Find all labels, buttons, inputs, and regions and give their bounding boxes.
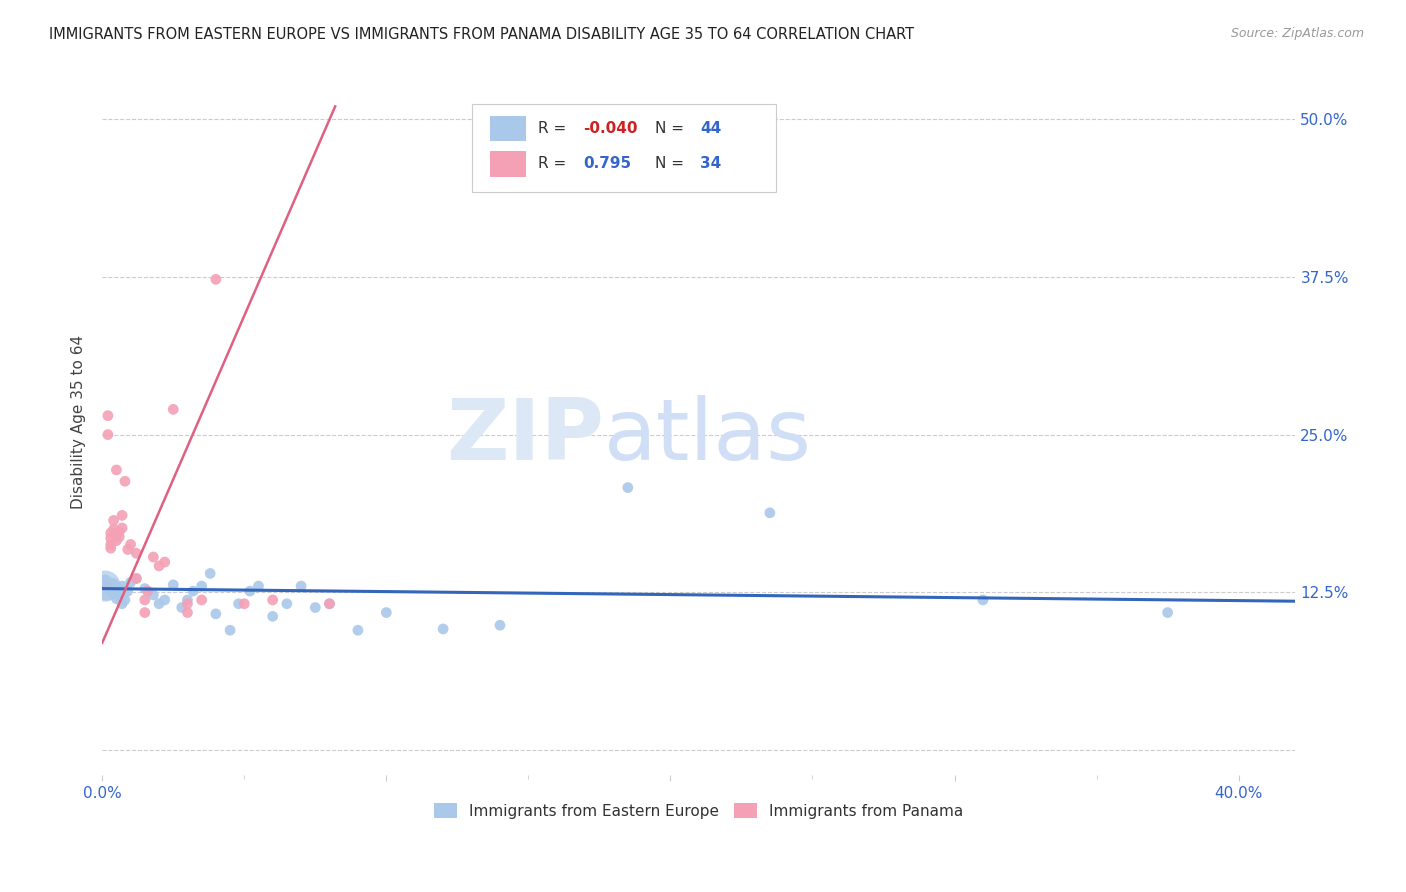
Point xyxy=(94,579,117,593)
Text: N =: N = xyxy=(655,156,689,171)
Point xyxy=(219,624,242,638)
Text: Source: ZipAtlas.com: Source: ZipAtlas.com xyxy=(1230,27,1364,40)
Point xyxy=(111,508,134,523)
Point xyxy=(134,582,156,596)
Text: 44: 44 xyxy=(700,121,721,136)
Point xyxy=(134,593,156,607)
Point xyxy=(108,582,131,596)
Text: atlas: atlas xyxy=(603,394,811,477)
Point xyxy=(117,542,139,557)
FancyBboxPatch shape xyxy=(491,116,526,141)
Text: -0.040: -0.040 xyxy=(583,121,637,136)
Text: 0.795: 0.795 xyxy=(583,156,631,171)
Point xyxy=(170,600,193,615)
Point xyxy=(198,566,221,581)
Text: 34: 34 xyxy=(700,156,721,171)
Point xyxy=(290,579,312,593)
Point xyxy=(262,609,284,624)
Text: R =: R = xyxy=(537,156,575,171)
Point xyxy=(105,584,128,599)
Point xyxy=(97,579,120,593)
Point xyxy=(111,579,134,593)
Point xyxy=(100,537,122,551)
Point xyxy=(148,597,170,611)
Text: R =: R = xyxy=(537,121,571,136)
Point xyxy=(105,463,128,477)
Point xyxy=(148,558,170,573)
Point xyxy=(228,597,250,611)
FancyBboxPatch shape xyxy=(491,152,526,177)
Text: ZIP: ZIP xyxy=(446,394,603,477)
Point xyxy=(190,593,212,607)
Point xyxy=(239,584,262,599)
Point xyxy=(318,597,340,611)
Point xyxy=(262,593,284,607)
Point xyxy=(617,481,640,495)
Point xyxy=(142,588,165,602)
Point xyxy=(97,427,120,442)
Point xyxy=(759,506,782,520)
Point xyxy=(94,573,117,587)
Point xyxy=(489,618,512,632)
Point xyxy=(304,600,326,615)
Point xyxy=(318,597,340,611)
Point xyxy=(205,272,228,286)
Point xyxy=(100,531,122,545)
Point xyxy=(103,513,125,527)
Point xyxy=(111,521,134,535)
Point xyxy=(100,541,122,556)
Point xyxy=(97,409,120,423)
Point xyxy=(205,607,228,621)
Point xyxy=(120,537,142,551)
Point xyxy=(103,579,125,593)
Point xyxy=(111,597,134,611)
Point xyxy=(375,606,398,620)
Point xyxy=(153,593,176,607)
Point xyxy=(114,593,136,607)
Point xyxy=(136,584,159,599)
Point xyxy=(176,606,198,620)
Text: N =: N = xyxy=(655,121,689,136)
Point xyxy=(105,591,128,606)
Point xyxy=(162,578,184,592)
Point xyxy=(108,524,131,539)
Point xyxy=(347,624,370,638)
Point xyxy=(108,530,131,544)
Point xyxy=(247,579,270,593)
Point xyxy=(120,575,142,590)
Point xyxy=(117,584,139,599)
Point xyxy=(142,549,165,564)
Point xyxy=(176,597,198,611)
Point xyxy=(181,584,204,599)
Point xyxy=(125,572,148,586)
Point xyxy=(176,593,198,607)
Point xyxy=(125,546,148,560)
Point xyxy=(972,593,994,607)
Text: IMMIGRANTS FROM EASTERN EUROPE VS IMMIGRANTS FROM PANAMA DISABILITY AGE 35 TO 64: IMMIGRANTS FROM EASTERN EUROPE VS IMMIGR… xyxy=(49,27,914,42)
Point xyxy=(134,606,156,620)
Point xyxy=(432,622,454,636)
Point xyxy=(114,475,136,489)
Point xyxy=(96,582,118,596)
Point xyxy=(105,533,128,548)
FancyBboxPatch shape xyxy=(472,103,776,192)
Y-axis label: Disability Age 35 to 64: Disability Age 35 to 64 xyxy=(72,334,86,509)
Point xyxy=(108,589,131,603)
Point xyxy=(233,597,256,611)
Point xyxy=(103,576,125,591)
Point xyxy=(94,579,117,593)
Point xyxy=(100,526,122,541)
Point xyxy=(100,582,122,596)
Point xyxy=(125,572,148,586)
Point xyxy=(162,402,184,417)
Point xyxy=(100,584,122,599)
Point xyxy=(153,555,176,569)
Point xyxy=(103,522,125,536)
Legend: Immigrants from Eastern Europe, Immigrants from Panama: Immigrants from Eastern Europe, Immigran… xyxy=(427,797,970,825)
Point xyxy=(1156,606,1178,620)
Point xyxy=(276,597,298,611)
Point xyxy=(190,579,212,593)
